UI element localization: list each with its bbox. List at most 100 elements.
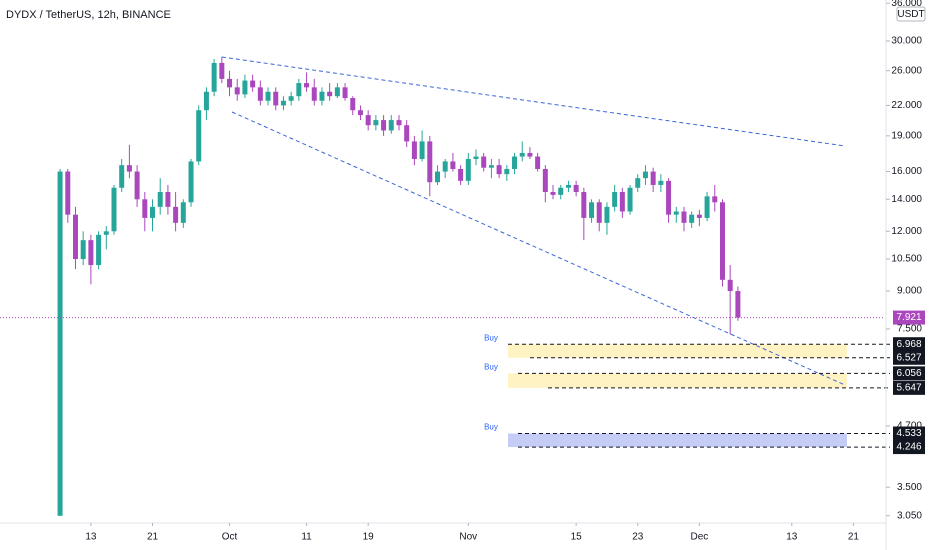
candle-body — [619, 192, 625, 212]
price-axis: 13 21 Oct 11 19 Nov 15 23 Dec 13 21 36.000 30.000 26.… — [85, 0, 925, 543]
candle-body — [173, 206, 179, 223]
price-level-box — [893, 366, 925, 381]
candle-body — [481, 156, 487, 168]
zone-label: Buy — [484, 362, 498, 371]
candle-body — [288, 96, 294, 101]
candle-body — [103, 231, 109, 235]
y-tick-label: 4.700 — [897, 421, 922, 432]
candle-body — [735, 291, 741, 318]
candle-body — [596, 202, 602, 223]
candle-body — [589, 202, 595, 218]
buy-zone — [508, 344, 847, 358]
candle-body — [450, 161, 456, 169]
candle-body — [280, 100, 286, 106]
candle-body — [180, 202, 186, 223]
y-tick-label: 3.500 — [897, 482, 922, 493]
candle-body — [542, 168, 548, 193]
candle-body — [704, 196, 710, 218]
candle-body — [642, 171, 648, 179]
x-tick-label: 15 — [571, 532, 583, 543]
candle-body — [381, 120, 387, 131]
candle-body — [727, 279, 733, 292]
price-level-box — [893, 426, 925, 441]
candle-body — [350, 98, 356, 111]
price-level-label: 4.246 — [896, 442, 921, 453]
price-level-box — [893, 440, 925, 455]
y-tick-label: 12.000 — [891, 226, 922, 237]
y-tick-label: 7.500 — [897, 324, 922, 335]
x-tick-label: 23 — [632, 532, 644, 543]
plot-area: Buy Buy Buy — [0, 56, 885, 516]
candle-body — [126, 165, 132, 172]
candle-body — [681, 211, 687, 223]
x-tick-label: 13 — [85, 532, 97, 543]
candle-body — [211, 62, 217, 92]
x-tick-label: 13 — [786, 532, 798, 543]
candle-body — [512, 156, 518, 169]
candle-body — [157, 192, 163, 207]
candle-body — [650, 171, 656, 185]
price-level-label: 6.056 — [896, 368, 921, 379]
candle-body — [203, 91, 209, 111]
candle-body — [396, 120, 402, 126]
candle-body — [265, 91, 271, 101]
candle-body — [404, 125, 410, 142]
buy-zone — [508, 373, 847, 388]
candle-body — [142, 199, 148, 218]
x-tick-label: Nov — [459, 532, 477, 543]
y-tick-label: 3.050 — [897, 510, 922, 521]
candle-body — [111, 187, 117, 232]
currency-box — [896, 6, 926, 22]
zone-label: Buy — [484, 333, 498, 342]
x-tick-label: 19 — [363, 532, 375, 543]
candle-body — [342, 87, 348, 99]
candle-body — [434, 171, 440, 183]
price-level-label: 4.533 — [896, 428, 921, 439]
y-tick-label: 19.000 — [891, 131, 922, 142]
y-tick-label: 14.000 — [891, 194, 922, 205]
candle-body — [427, 141, 433, 183]
candle-body — [565, 184, 571, 188]
candle-body — [442, 161, 448, 172]
candle-body — [319, 91, 325, 101]
chart-title: DYDX / TetherUS, 12h, BINANCE — [6, 9, 171, 21]
candle-body — [57, 171, 63, 516]
candle-body — [119, 165, 125, 188]
candle-body — [334, 87, 340, 97]
candle-body — [373, 120, 379, 126]
candle-body — [458, 168, 464, 181]
candle-body — [488, 165, 494, 168]
last-price-label: 7.921 — [896, 312, 921, 323]
candle-body — [581, 192, 587, 218]
candle-body — [689, 214, 695, 223]
candle-body — [80, 240, 86, 260]
candle-body — [96, 234, 102, 266]
candle-body — [604, 206, 610, 223]
candle-body — [558, 187, 564, 195]
y-tick-label: 16.000 — [891, 166, 922, 177]
candle-body — [242, 80, 248, 95]
candle-body — [627, 187, 633, 212]
candle-body — [527, 152, 533, 157]
price-level-label: 6.968 — [896, 339, 921, 350]
candle-body — [712, 196, 718, 203]
candle-body — [150, 206, 156, 218]
candle-body — [666, 180, 672, 215]
y-tick-label: 26.000 — [891, 65, 922, 76]
candle-body — [327, 91, 333, 97]
candle-body — [473, 156, 479, 159]
candle-body — [257, 87, 263, 101]
price-level-label: 5.647 — [896, 382, 921, 393]
candle-body — [658, 180, 664, 185]
x-tick-label: 21 — [848, 532, 860, 543]
candle-body — [550, 192, 556, 195]
candle-body — [250, 80, 256, 88]
candle-body — [227, 78, 233, 88]
candle-body — [411, 141, 417, 159]
candle-body — [519, 152, 525, 157]
candle-body — [504, 168, 510, 175]
candle-body — [388, 120, 394, 131]
candle-body — [719, 202, 725, 280]
candle-body — [296, 83, 302, 97]
